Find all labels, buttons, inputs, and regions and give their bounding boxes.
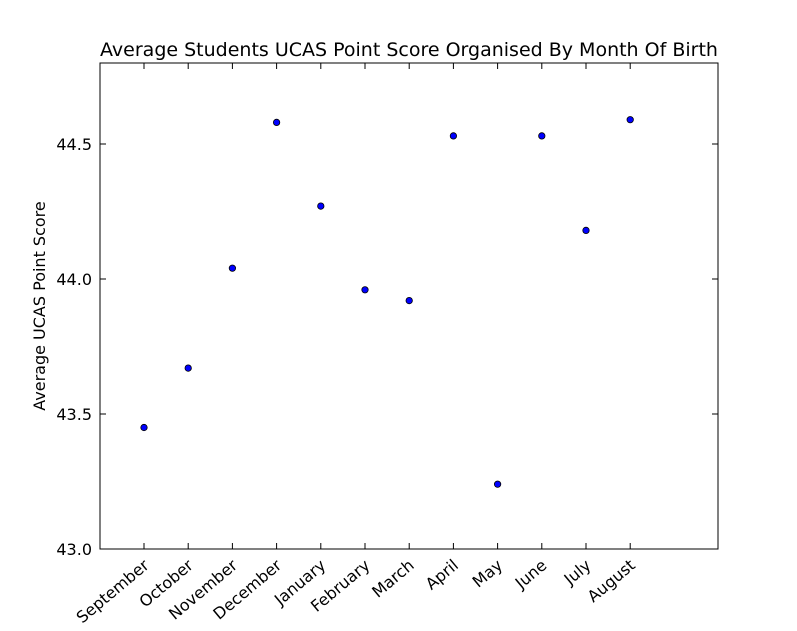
y-tick-label: 43.5: [56, 405, 92, 424]
data-point: [184, 364, 192, 372]
plot-area-frame: [99, 62, 719, 550]
y-axis-label: Average UCAS Point Score: [30, 201, 49, 410]
x-tick-label: April: [422, 556, 462, 594]
y-tick-label: 44.5: [56, 135, 92, 154]
data-point: [405, 296, 413, 305]
data-points: [140, 116, 634, 488]
x-tick-label: June: [511, 556, 551, 594]
data-point: [626, 116, 634, 124]
y-tick-label: 43.0: [56, 540, 92, 559]
data-point: [272, 118, 281, 127]
x-tick-label: August: [584, 556, 639, 607]
y-tick-label: 44.0: [56, 270, 92, 289]
x-tick-label: May: [469, 556, 507, 592]
x-axis-ticks: SeptemberOctoberNovemberDecemberJanuaryF…: [73, 63, 639, 627]
data-point: [449, 132, 457, 140]
y-axis-ticks: 43.0 43.5 44.0 44.5: [56, 135, 718, 559]
chart-title: Average Students UCAS Point Score Organi…: [100, 39, 718, 61]
data-point: [228, 264, 236, 272]
data-point: [582, 226, 590, 234]
data-point: [538, 132, 546, 140]
x-tick-label: July: [560, 556, 595, 590]
data-point: [361, 286, 369, 294]
data-point: [140, 423, 148, 432]
data-point: [493, 480, 502, 488]
data-point: [317, 202, 325, 210]
x-tick-label: March: [368, 556, 418, 602]
